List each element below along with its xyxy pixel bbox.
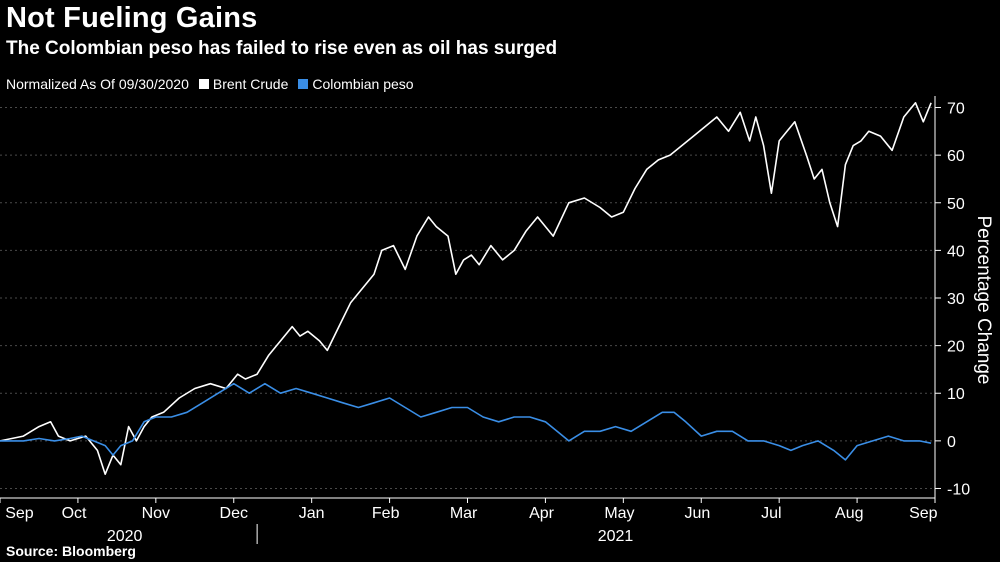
y-tick-label: 50 [947,196,965,213]
x-tick-label-jan: Jan [299,505,325,522]
series-line-colombian-peso [0,382,932,461]
y-tick-label: 0 [947,434,956,451]
y-tick-label: 30 [947,291,965,308]
y-tick-label: 20 [947,339,965,356]
x-tick-label-sep: Sep [5,505,34,522]
x-tick-label-sep: Sep [909,505,938,522]
chart-title: Not Fueling Gains [6,2,258,34]
x-tick-label-dec: Dec [220,505,248,522]
legend-swatch-peso [298,79,309,89]
y-tick-label: 70 [947,101,965,118]
legend-label-brent: Brent Crude [212,76,289,92]
series-layer [0,102,932,476]
legend-label-peso: Colombian peso [312,76,414,92]
x-tick-label-oct: Oct [62,505,87,522]
x-tick-label-aug: Aug [835,505,863,522]
chart-subtitle: The Colombian peso has failed to rise ev… [6,38,558,59]
x-tick-label-apr: Apr [529,505,555,522]
tick-labels: -10 0 10 20 30 40 50 60 70 Sep Oct Nov Dec Jan Feb Mar A… [5,101,970,545]
x-tick-label-mar: Mar [450,505,478,522]
year-label-2020: 2020 [107,528,143,545]
legend-item-peso: Colombian peso [298,76,414,92]
y-tick-label: 60 [947,148,965,165]
source-note: Source: Bloomberg [6,543,136,559]
series-line-brent-crude [0,102,932,476]
y-tick-label: 40 [947,243,965,260]
legend-note: Normalized As Of 09/30/2020 [6,76,189,92]
legend: Normalized As Of 09/30/2020 Brent Crude … [6,76,414,92]
y-axis-title: Percentage Change [973,215,994,384]
gridlines [0,107,935,489]
legend-swatch-brent [198,79,209,89]
year-label-2021: 2021 [598,528,634,545]
legend-item-brent: Brent Crude [198,76,289,92]
x-tick-label-feb: Feb [372,505,400,522]
y-tick-label: -10 [947,481,970,498]
x-tick-label-may: May [604,505,634,522]
x-tick-label-nov: Nov [142,505,170,522]
y-tick-label: 10 [947,386,965,403]
axes [0,96,941,544]
x-tick-label-jun: Jun [684,505,710,522]
x-tick-label-jul: Jul [761,505,781,522]
